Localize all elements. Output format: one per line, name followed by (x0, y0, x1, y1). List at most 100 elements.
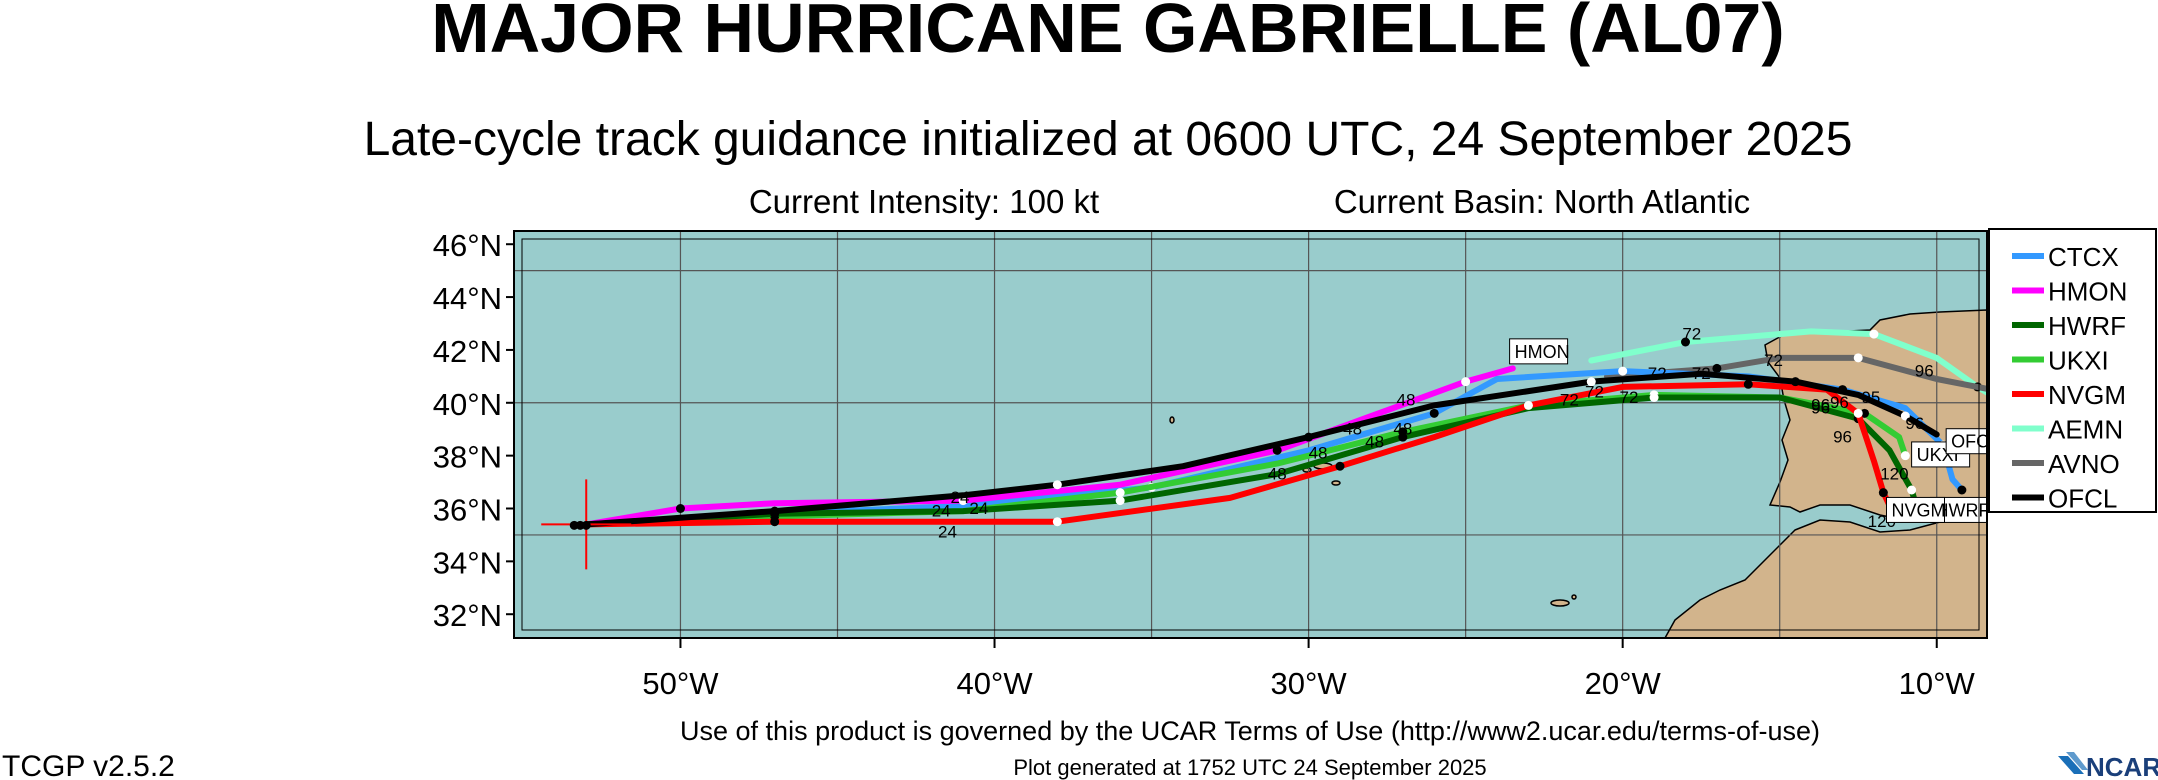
track-point-aemn (1869, 329, 1879, 339)
end-label-text: OFCL (1951, 432, 1999, 452)
lon-tick-label: 40°W (956, 666, 1033, 701)
end-label-text: HWRF (1935, 500, 1989, 520)
track-point-hmon (1461, 377, 1471, 387)
tau-label: 24 (932, 501, 951, 520)
current-basin: Current Basin: North Atlantic (1334, 183, 1750, 220)
track-point-hmon (675, 504, 685, 513)
track-line-ctcx (583, 368, 1965, 528)
legend-label-avno: AVNO (2048, 449, 2120, 479)
track-point-hwrf (1398, 432, 1408, 442)
lat-tick-label: 46°N (433, 228, 502, 263)
current-intensity: Current Intensity: 100 kt (749, 183, 1099, 220)
track-point-avno (1712, 363, 1722, 373)
map-frame (513, 230, 1988, 639)
track-point-ctcx (1957, 485, 1967, 495)
end-label-nvgm: NVGM (1885, 496, 1945, 523)
legend-label-hwrf: HWRF (2048, 311, 2126, 341)
lat-tick-label: 34°N (433, 545, 502, 580)
track-point-nvgm (1523, 400, 1533, 410)
main-title: MAJOR HURRICANE GABRIELLE (AL07) (431, 0, 1784, 67)
track-point-nvgm (770, 517, 780, 527)
tau-label: 72 (1648, 364, 1667, 383)
track-point-hwrf (1115, 496, 1125, 506)
tau-label: 48 (1309, 443, 1328, 462)
track-line-ofcl (583, 370, 1940, 528)
tau-label: 96 (1830, 393, 1849, 412)
lon-tick-label: 30°W (1271, 666, 1348, 701)
ocean (514, 231, 1987, 638)
latitude-tick-labels: 46°N 44°N 42°N 40°N 38°N 36°N 34°N 32°N (433, 228, 514, 633)
ncar-logo: NCAR (2058, 752, 2158, 780)
tau-label: 72 (1692, 364, 1711, 383)
tau-label: 48 (1343, 420, 1362, 439)
lon-tick-label: 50°W (642, 666, 719, 701)
tau-label: 24 (951, 488, 970, 507)
track-point-hwrf (1649, 393, 1659, 402)
track-point-nvgm (1052, 517, 1062, 527)
track-point-ctcx (1429, 408, 1439, 418)
ncar-logo-text: NCAR (2086, 752, 2158, 780)
track-line-hmon (583, 365, 1516, 528)
end-label-hmon: HMON (1509, 338, 1570, 365)
track-point-hmon (1272, 445, 1282, 455)
map-grid (514, 231, 1987, 638)
track-point-nvgm (1335, 461, 1345, 471)
track-point-hwrf (1907, 485, 1917, 495)
iberian-peninsula (1764, 309, 1987, 521)
tau-label: 120 (1880, 464, 1908, 483)
track-point-ukxi (1115, 488, 1125, 498)
tau-label: 96 (1811, 396, 1830, 415)
tau-label: 24 (938, 523, 957, 542)
tau-label: 72 (1682, 324, 1701, 343)
tau-label: 72 (1620, 388, 1639, 407)
end-label-ofcl: OFCL (1945, 428, 1999, 455)
track-point-ofcl (770, 506, 780, 516)
version-label: TCGP v2.5.2 (2, 750, 175, 780)
track-point-ukxi (1860, 408, 1870, 418)
tau-label: 95 (1861, 388, 1880, 407)
track-point-nvgm (1743, 379, 1753, 389)
lat-tick-label: 32°N (433, 598, 502, 633)
end-label-box (1885, 496, 1945, 523)
legend: CTCX HMON HWRF UKXI NVGM AEMN AVNO OFCL (1988, 228, 2157, 514)
track-point-nvgm (1853, 408, 1863, 418)
track-point-ofcl (1304, 432, 1314, 442)
track-point-ctcx (1618, 366, 1628, 376)
legend-label-ukxi: UKXI (2048, 346, 2109, 376)
legend-label-aemn: AEMN (2048, 415, 2123, 445)
tau-label: 96 (1905, 414, 1924, 433)
madeira-islands (1550, 594, 1577, 607)
legend-label-hmon: HMON (2048, 277, 2127, 307)
lon-tick-label: 10°W (1899, 666, 1976, 701)
subtitle: Late-cycle track guidance initialized at… (364, 113, 1853, 166)
track-point-ofcl (1052, 480, 1062, 490)
end-label-box (1945, 428, 1987, 455)
legend-label-ctcx: CTCX (2048, 242, 2119, 272)
tau-label: 72 (1585, 383, 1604, 402)
legend-label-nvgm: NVGM (2048, 380, 2126, 410)
lon-tick-label: 20°W (1585, 666, 1662, 701)
map-inner-frame (521, 238, 1980, 631)
lat-tick-label: 44°N (433, 281, 502, 316)
track-point-ukxi (1900, 451, 1910, 461)
end-label-box (1509, 338, 1569, 365)
tau-label: 48 (1393, 420, 1412, 439)
lat-tick-label: 38°N (433, 440, 502, 475)
current-position-marker (541, 479, 632, 570)
track-point-ofcl (1586, 377, 1596, 387)
track-line-avno (1604, 354, 1987, 392)
tau-label: 48 (1397, 390, 1416, 409)
longitude-tick-labels: 50°W 40°W 30°W 20°W 10°W (642, 638, 1976, 701)
track-point-ofcl (1900, 411, 1910, 421)
north-africa (1664, 519, 1987, 638)
track-point-aemn (1680, 337, 1690, 347)
track-point-ofcl (1790, 377, 1800, 387)
end-label-text: HMON (1515, 342, 1570, 362)
tau-label: 48 (1365, 433, 1384, 452)
track-point-avno (1853, 353, 1863, 363)
legend-label-ofcl: OFCL (2048, 484, 2117, 514)
